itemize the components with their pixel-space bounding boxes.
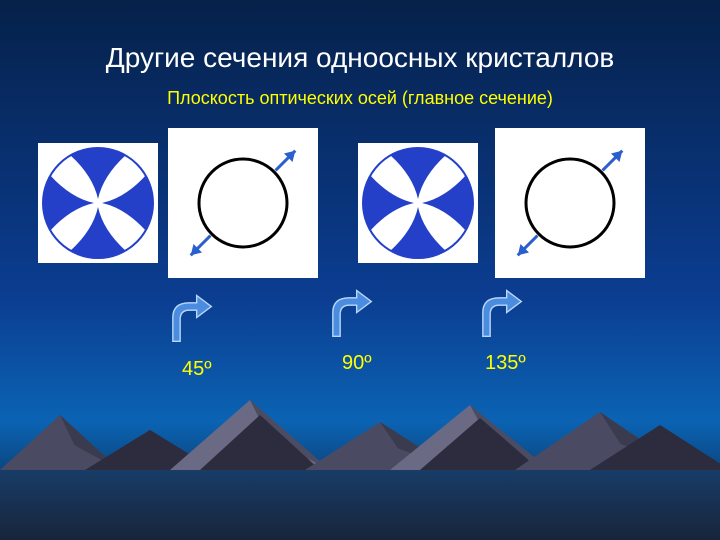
slide-subtitle: Плоскость оптических осей (главное сечен… <box>0 88 720 109</box>
panel-conoscopic-1 <box>38 143 158 263</box>
angle-label-2: 90º <box>342 352 372 375</box>
angle-label-1: 45º <box>182 358 212 381</box>
curved-arrow-1 <box>160 290 215 350</box>
angle-label-3: 135º <box>485 352 526 375</box>
panel-conoscopic-2 <box>358 143 478 263</box>
curved-arrow-3 <box>470 285 525 345</box>
panel-arrows-2 <box>495 128 645 278</box>
panel-arrows-1 <box>168 128 318 278</box>
slide-root: Другие сечения одноосных кристаллов Плос… <box>0 0 720 540</box>
slide-title: Другие сечения одноосных кристаллов <box>0 42 720 74</box>
curved-arrow-2 <box>320 285 375 345</box>
